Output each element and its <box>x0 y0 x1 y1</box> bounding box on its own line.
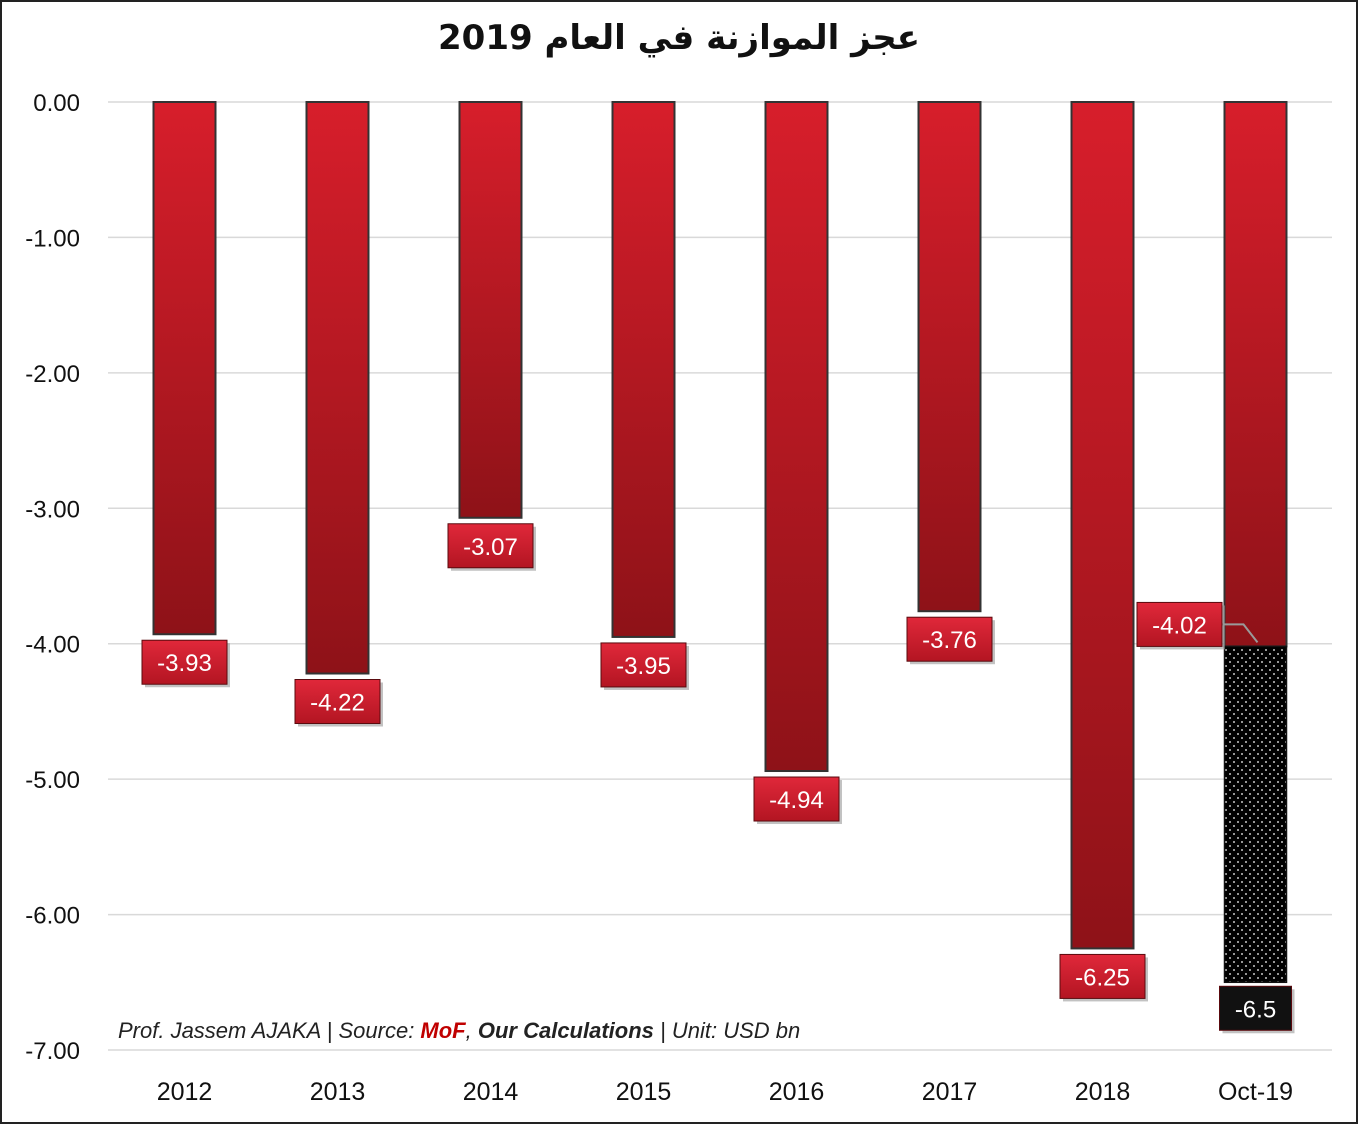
footnote-calculations: Our Calculations <box>477 1018 654 1043</box>
y-tick-label: -5.00 <box>25 767 80 794</box>
bar <box>917 101 982 613</box>
data-label: -4.02 <box>1152 612 1207 639</box>
data-label-box <box>906 616 993 662</box>
y-tick-label: -3.00 <box>25 496 80 523</box>
footnote-source: MoF <box>420 1018 466 1043</box>
data-label: -3.76 <box>922 627 977 654</box>
projection-data-label: -6.5 <box>1235 996 1276 1023</box>
bar <box>611 101 676 638</box>
y-tick-label: -1.00 <box>25 225 80 252</box>
bar <box>764 101 829 773</box>
data-label-box <box>600 642 687 688</box>
y-tick-label: -4.00 <box>25 632 80 659</box>
bar <box>305 101 370 675</box>
data-label-box <box>753 776 840 822</box>
y-tick-label: -6.00 <box>25 903 80 930</box>
x-tick-label: 2014 <box>463 1078 519 1106</box>
data-label: -4.94 <box>769 787 824 814</box>
data-label: -3.93 <box>157 650 212 677</box>
x-tick-label: 2017 <box>922 1078 978 1106</box>
data-label-box <box>1136 601 1223 647</box>
x-tick-label: 2013 <box>310 1078 366 1106</box>
bar <box>1070 101 1135 950</box>
y-tick-label: -2.00 <box>25 361 80 388</box>
data-label: -3.07 <box>463 534 518 561</box>
data-label-box <box>1059 953 1146 999</box>
x-tick-label: 2015 <box>616 1078 672 1106</box>
chart-title: عجز الموازنة في العام 2019 <box>438 18 920 58</box>
y-tick-label: -7.00 <box>25 1038 80 1065</box>
bar <box>458 101 523 519</box>
x-tick-label: 2016 <box>769 1078 825 1106</box>
bar <box>152 101 217 636</box>
source-footnote: Prof. Jassem AJAKA | Source: MoF, Our Ca… <box>118 1018 800 1044</box>
data-label: -6.25 <box>1075 964 1130 991</box>
footnote-separator: , <box>465 1018 478 1043</box>
y-tick-label: 0.00 <box>33 90 80 117</box>
x-tick-label: Oct-19 <box>1218 1078 1293 1106</box>
bar <box>1223 101 1288 648</box>
data-label-box <box>447 523 534 569</box>
x-tick-label: 2012 <box>157 1078 213 1106</box>
data-label: -3.95 <box>616 653 671 680</box>
projection-data-label-box <box>1219 985 1292 1031</box>
x-tick-label: 2018 <box>1075 1078 1131 1106</box>
projection-bar <box>1223 645 1288 984</box>
data-label-box <box>294 679 381 725</box>
footnote-author: Prof. Jassem AJAKA | Source: <box>118 1018 421 1043</box>
footnote-unit: | Unit: USD bn <box>653 1018 801 1043</box>
data-label-box <box>141 639 228 685</box>
leader-line <box>1219 623 1259 644</box>
data-label: -4.22 <box>310 690 365 717</box>
